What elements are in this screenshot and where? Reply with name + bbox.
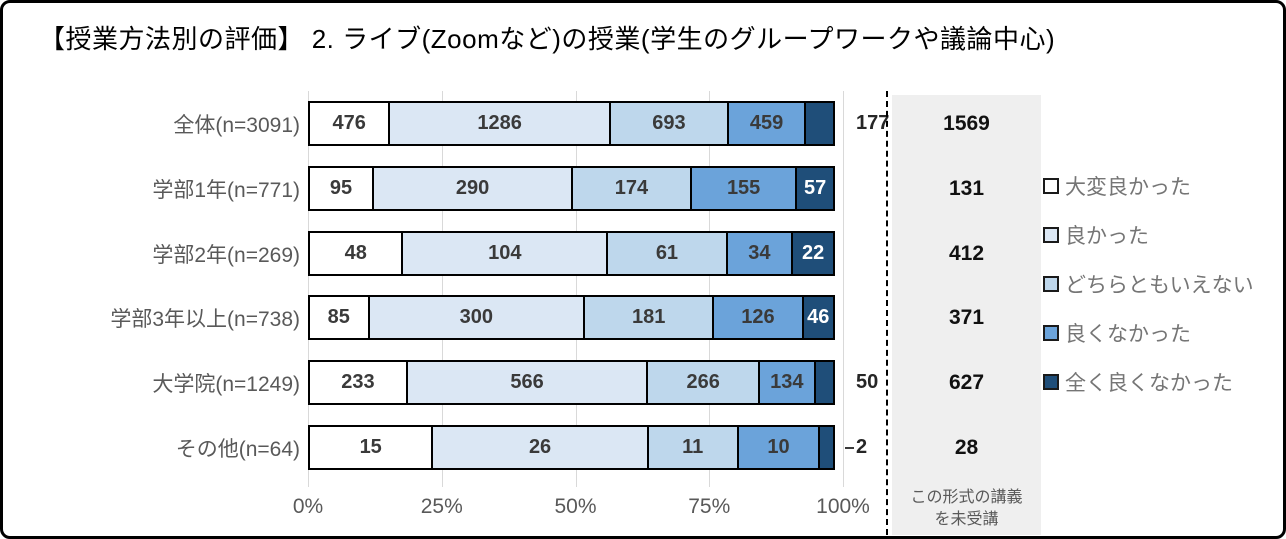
unattended-column-bg [892,95,1041,535]
legend-swatch-icon [1043,178,1059,194]
unattended-value: 1569 [943,111,990,135]
bar-segment: 48 [308,231,404,276]
bar-segment: 174 [571,166,692,211]
unattended-value: 371 [948,305,985,329]
category-label: 全体(n=3091) [173,113,300,137]
gridline-25% [441,91,443,487]
bar-segment: 57 [795,166,835,211]
gridline-100% [843,91,844,487]
bar-segment [804,101,835,146]
category-label: 学部3年以上(n=738) [110,307,300,331]
bar-segment: 233 [308,360,408,405]
bar-segment: 85 [308,295,370,340]
bar-segment: 134 [758,360,816,405]
bar-segment: 459 [726,101,807,146]
legend-label: 大変良かった [1065,176,1191,199]
gridline-75% [709,91,711,487]
leader-line [845,447,854,449]
bar-segment: 11 [646,425,739,470]
bar-segment: 266 [646,360,761,405]
bar-segment: 34 [725,231,794,276]
bar-segment [813,360,835,405]
gridline-0% [308,91,309,487]
axis-tick-label: 100% [816,495,870,518]
legend-item: 大変良かった [1043,171,1191,201]
bar-row: 85 300 181 126 46 [308,295,843,340]
bar-segment: 61 [606,231,728,276]
bar-segment: 1286 [388,101,611,146]
legend-item: 良くなかった [1043,318,1191,348]
legend-label: 全く良くなかった [1065,372,1233,395]
gridline-50% [575,91,577,487]
bar-segment: 26 [431,425,649,470]
bar-row: 95 290 174 155 57 [308,166,843,211]
legend-item: 良かった [1043,220,1149,250]
segment-value-label-outside: 50 [856,371,879,393]
unattended-value: 28 [954,435,979,459]
bar-segment: 566 [405,360,649,405]
bar-segment: 95 [308,166,374,211]
legend-label: 良くなかった [1065,323,1191,346]
category-label: 学部1年(n=771) [152,178,300,202]
unattended-value: 627 [948,370,985,394]
bar-segment: 104 [401,231,609,276]
legend-label: どちらともいえない [1065,274,1254,297]
legend-item: 全く良くなかった [1043,367,1233,397]
bar-row: 15 26 11 10 [308,425,843,470]
dashed-divider-line [886,91,888,535]
bar-segment: 15 [308,425,434,470]
segment-value-label-outside: 177 [856,112,890,134]
bar-segment [818,425,835,470]
bar-segment: 10 [736,425,821,470]
bar-segment: 155 [689,166,798,211]
unattended-value: 412 [948,241,985,265]
legend-swatch-icon [1043,227,1059,243]
unattended-caption-line2: を未受講 [934,511,999,528]
category-label: 学部2年(n=269) [152,243,300,267]
axis-tick-label: 0% [292,495,324,518]
axis-tick-label: 25% [420,495,463,518]
bar-segment: 693 [608,101,729,146]
unattended-caption: この形式の講義 を未受講 [892,487,1041,531]
legend-swatch-icon [1043,325,1059,341]
bar-segment: 46 [801,295,835,340]
unattended-caption-line1: この形式の講義 [910,489,1023,506]
bar-segment: 126 [712,295,804,340]
category-label: 大学院(n=1249) [152,372,300,396]
bar-segment: 290 [371,166,574,211]
segment-value-label-outside: 2 [856,436,868,458]
axis-tick-label: 75% [688,495,731,518]
bar-segment: 300 [367,295,586,340]
legend-item: どちらともいえない [1043,269,1254,299]
bar-row: 233 566 266 134 [308,360,843,405]
bar-segment: 476 [308,101,391,146]
legend-swatch-icon [1043,276,1059,292]
bar-segment: 22 [791,231,835,276]
axis-tick-label: 50% [554,495,597,518]
unattended-value: 131 [948,176,985,200]
chart-title: 【授業方法別の評価】 2. ライブ(Zoomなど)の授業(学生のグループワークや… [39,24,1056,54]
category-label: その他(n=64) [175,437,300,461]
legend-swatch-icon [1043,374,1059,390]
bar-segment: 181 [583,295,715,340]
bar-row: 48 104 61 34 22 [308,231,843,276]
bar-row: 476 1286 693 459 [308,101,843,146]
legend-label: 良かった [1065,225,1149,248]
